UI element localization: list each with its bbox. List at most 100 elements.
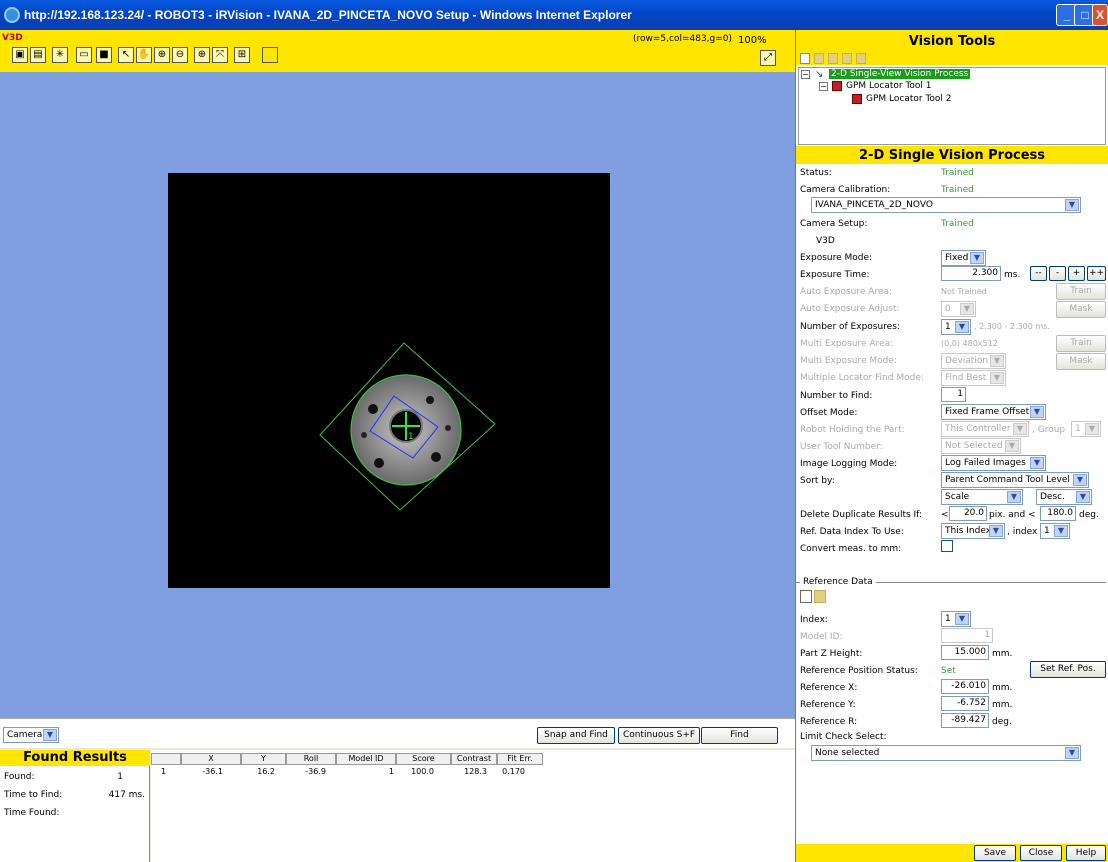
duplicate-degrees-input[interactable]: 180.0 xyxy=(1040,506,1076,521)
camera-calibration-status: Trained xyxy=(941,185,974,195)
close-window-button[interactable]: X xyxy=(1092,4,1108,26)
camera-select[interactable]: Camera ▼ xyxy=(3,727,59,743)
continuous-snap-find-button[interactable]: Continuous S+F xyxy=(618,727,700,744)
save-button[interactable]: Save xyxy=(974,845,1016,861)
chevron-down-icon: ▼ xyxy=(1076,491,1090,503)
offset-mode-select[interactable]: Fixed Frame Offset ▼ xyxy=(941,404,1046,420)
multiple-locator-find-mode-select[interactable]: Find Best ▼ xyxy=(941,370,1006,386)
pan-hand-icon[interactable]: ✋ xyxy=(136,47,152,63)
grid-icon[interactable]: ⊞ xyxy=(234,47,250,63)
number-to-find-input[interactable]: 1 xyxy=(941,387,966,402)
delete-duplicate-label: Delete Duplicate Results If: xyxy=(800,510,923,520)
sort-by-label: Sort by: xyxy=(800,476,835,486)
group-label: , Group xyxy=(1032,425,1066,435)
auto-exposure-adjust-select[interactable]: 0 ▼ xyxy=(941,301,976,317)
reference-data-title: Reference Data xyxy=(800,577,876,587)
chevron-down-icon: ▼ xyxy=(955,321,969,333)
copy-tool-icon[interactable] xyxy=(814,53,824,64)
tree-item-gpm-locator-1[interactable]: GPM Locator Tool 1 xyxy=(846,81,932,91)
ref-index-number-select[interactable]: 1 ▼ xyxy=(1040,523,1070,539)
reference-position-status-value: Set xyxy=(941,666,956,676)
tree-item-vision-process[interactable]: 2-D Single-View Vision Process xyxy=(829,69,971,79)
found-results-panel: Found: 1 Time to Find: 417 ms. Time Foun… xyxy=(0,750,150,862)
reference-y-input[interactable]: -6.752 xyxy=(941,696,989,711)
save-disk-icon[interactable]: ■ xyxy=(96,47,112,63)
reference-r-input[interactable]: -89.427 xyxy=(941,713,989,728)
live-icon[interactable]: ▤ xyxy=(30,47,46,63)
chevron-down-icon: ▼ xyxy=(1073,474,1087,486)
snap-and-find-button[interactable]: Snap and Find xyxy=(537,727,615,744)
part-z-height-label: Part Z Height: xyxy=(800,649,863,659)
new-tool-icon[interactable] xyxy=(800,53,810,64)
limit-check-select[interactable]: None selected ▼ xyxy=(811,745,1081,761)
robot-holding-part-select[interactable]: This Controller ▼ xyxy=(941,421,1029,437)
camera-calibration-select[interactable]: IVANA_PINCETA_2D_NOVO ▼ xyxy=(811,197,1081,213)
reference-y-label: Reference Y: xyxy=(800,700,856,710)
sort-key-select[interactable]: Scale ▼ xyxy=(941,489,1023,505)
zoom-in-icon[interactable]: ⊕ xyxy=(154,47,170,63)
camera-image[interactable]: 1 xyxy=(168,173,610,588)
table-header-fit-err: Fit Err. xyxy=(497,753,543,765)
help-button[interactable]: Help xyxy=(1066,845,1106,861)
footer-bar: Save Close Help xyxy=(796,844,1108,862)
snap-icon[interactable]: ▣ xyxy=(12,47,28,63)
chevron-down-icon: ▼ xyxy=(990,355,1004,367)
exposure-mode-select[interactable]: Fixed ▼ xyxy=(941,250,986,266)
multi-exposure-mask-button[interactable]: Mask xyxy=(1056,353,1106,370)
limit-check-select-label: Limit Check Select: xyxy=(800,732,887,742)
camera-setup-name: V3D xyxy=(816,236,835,246)
new-reference-icon[interactable] xyxy=(800,590,812,603)
collapse-icon[interactable]: − xyxy=(819,82,828,91)
delete-tool-icon[interactable] xyxy=(828,53,838,64)
multi-exposure-train-button[interactable]: Train xyxy=(1056,335,1106,352)
set-ref-pos-button[interactable]: Set Ref. Pos. xyxy=(1030,661,1106,678)
blank-tool-icon[interactable] xyxy=(262,47,278,63)
number-of-exposures-select[interactable]: 1 ▼ xyxy=(941,319,971,335)
zoom-box-icon[interactable]: ⊕ xyxy=(194,47,210,63)
auto-exposure-train-button[interactable]: Train xyxy=(1056,283,1106,300)
multi-exposure-mode-label: Multi Exposure Mode: xyxy=(800,356,897,366)
exposure-time-unit: ms. xyxy=(1004,270,1021,280)
robot-holding-part-label: Robot Holding the Part: xyxy=(800,425,905,435)
reference-x-label: Reference X: xyxy=(800,683,858,693)
reference-r-label: Reference R: xyxy=(800,717,858,727)
exposure-increase-button[interactable]: + xyxy=(1068,266,1085,281)
star-icon[interactable]: ✳ xyxy=(52,47,68,63)
reference-x-input[interactable]: -26.010 xyxy=(941,679,989,694)
vision-tools-title: Vision Tools xyxy=(796,30,1108,52)
camera-calibration-label: Camera Calibration: xyxy=(800,185,891,195)
collapse-icon[interactable]: − xyxy=(801,70,810,79)
close-button[interactable]: Close xyxy=(1020,845,1062,861)
user-tool-number-select[interactable]: Not Selected ▼ xyxy=(941,438,1021,454)
delete-reference-icon[interactable] xyxy=(814,590,826,603)
multi-exposure-mode-select[interactable]: Deviation ▼ xyxy=(941,353,1006,369)
part-z-height-input[interactable]: 15.000 xyxy=(941,645,989,660)
auto-exposure-mask-button[interactable]: Mask xyxy=(1056,301,1106,318)
model-id-input[interactable]: 1 xyxy=(941,628,993,643)
tree-item-gpm-locator-2[interactable]: GPM Locator Tool 2 xyxy=(866,94,952,104)
exposure-increase-large-button[interactable]: ++ xyxy=(1087,266,1106,281)
open-folder-icon[interactable]: ▭ xyxy=(76,47,92,63)
group-select[interactable]: 1 ▼ xyxy=(1071,421,1101,437)
ie-logo-icon xyxy=(4,7,20,23)
pointer-icon[interactable]: ↖ xyxy=(118,47,134,63)
exposure-decrease-button[interactable]: - xyxy=(1049,266,1066,281)
expand-view-icon[interactable]: ⤢ xyxy=(760,50,776,66)
convert-mm-checkbox[interactable] xyxy=(941,540,953,552)
sort-by-select[interactable]: Parent Command Tool Level ▼ xyxy=(941,472,1089,488)
ref-data-index-select[interactable]: This Index ▼ xyxy=(941,523,1005,539)
time-to-find-label: Time to Find: xyxy=(4,790,63,800)
zoom-out-icon[interactable]: ⊖ xyxy=(172,47,188,63)
exposure-decrease-large-button[interactable]: -- xyxy=(1030,266,1047,281)
auto-exposure-adjust-label: Auto Exposure Adjust: xyxy=(800,304,900,314)
fit-to-window-icon[interactable]: ⤧ xyxy=(212,47,228,63)
sort-order-select[interactable]: Desc. ▼ xyxy=(1036,489,1092,505)
reference-index-select[interactable]: 1 ▼ xyxy=(941,611,971,627)
table-header-contrast: Contrast xyxy=(451,753,497,765)
exposure-time-input[interactable]: 2.300 xyxy=(941,266,1001,281)
move-down-icon[interactable] xyxy=(856,53,866,64)
duplicate-pixels-input[interactable]: 20.0 xyxy=(949,506,987,521)
move-up-icon[interactable] xyxy=(842,53,852,64)
find-button[interactable]: Find xyxy=(701,727,778,744)
image-logging-mode-select[interactable]: Log Failed Images ▼ xyxy=(941,455,1046,471)
